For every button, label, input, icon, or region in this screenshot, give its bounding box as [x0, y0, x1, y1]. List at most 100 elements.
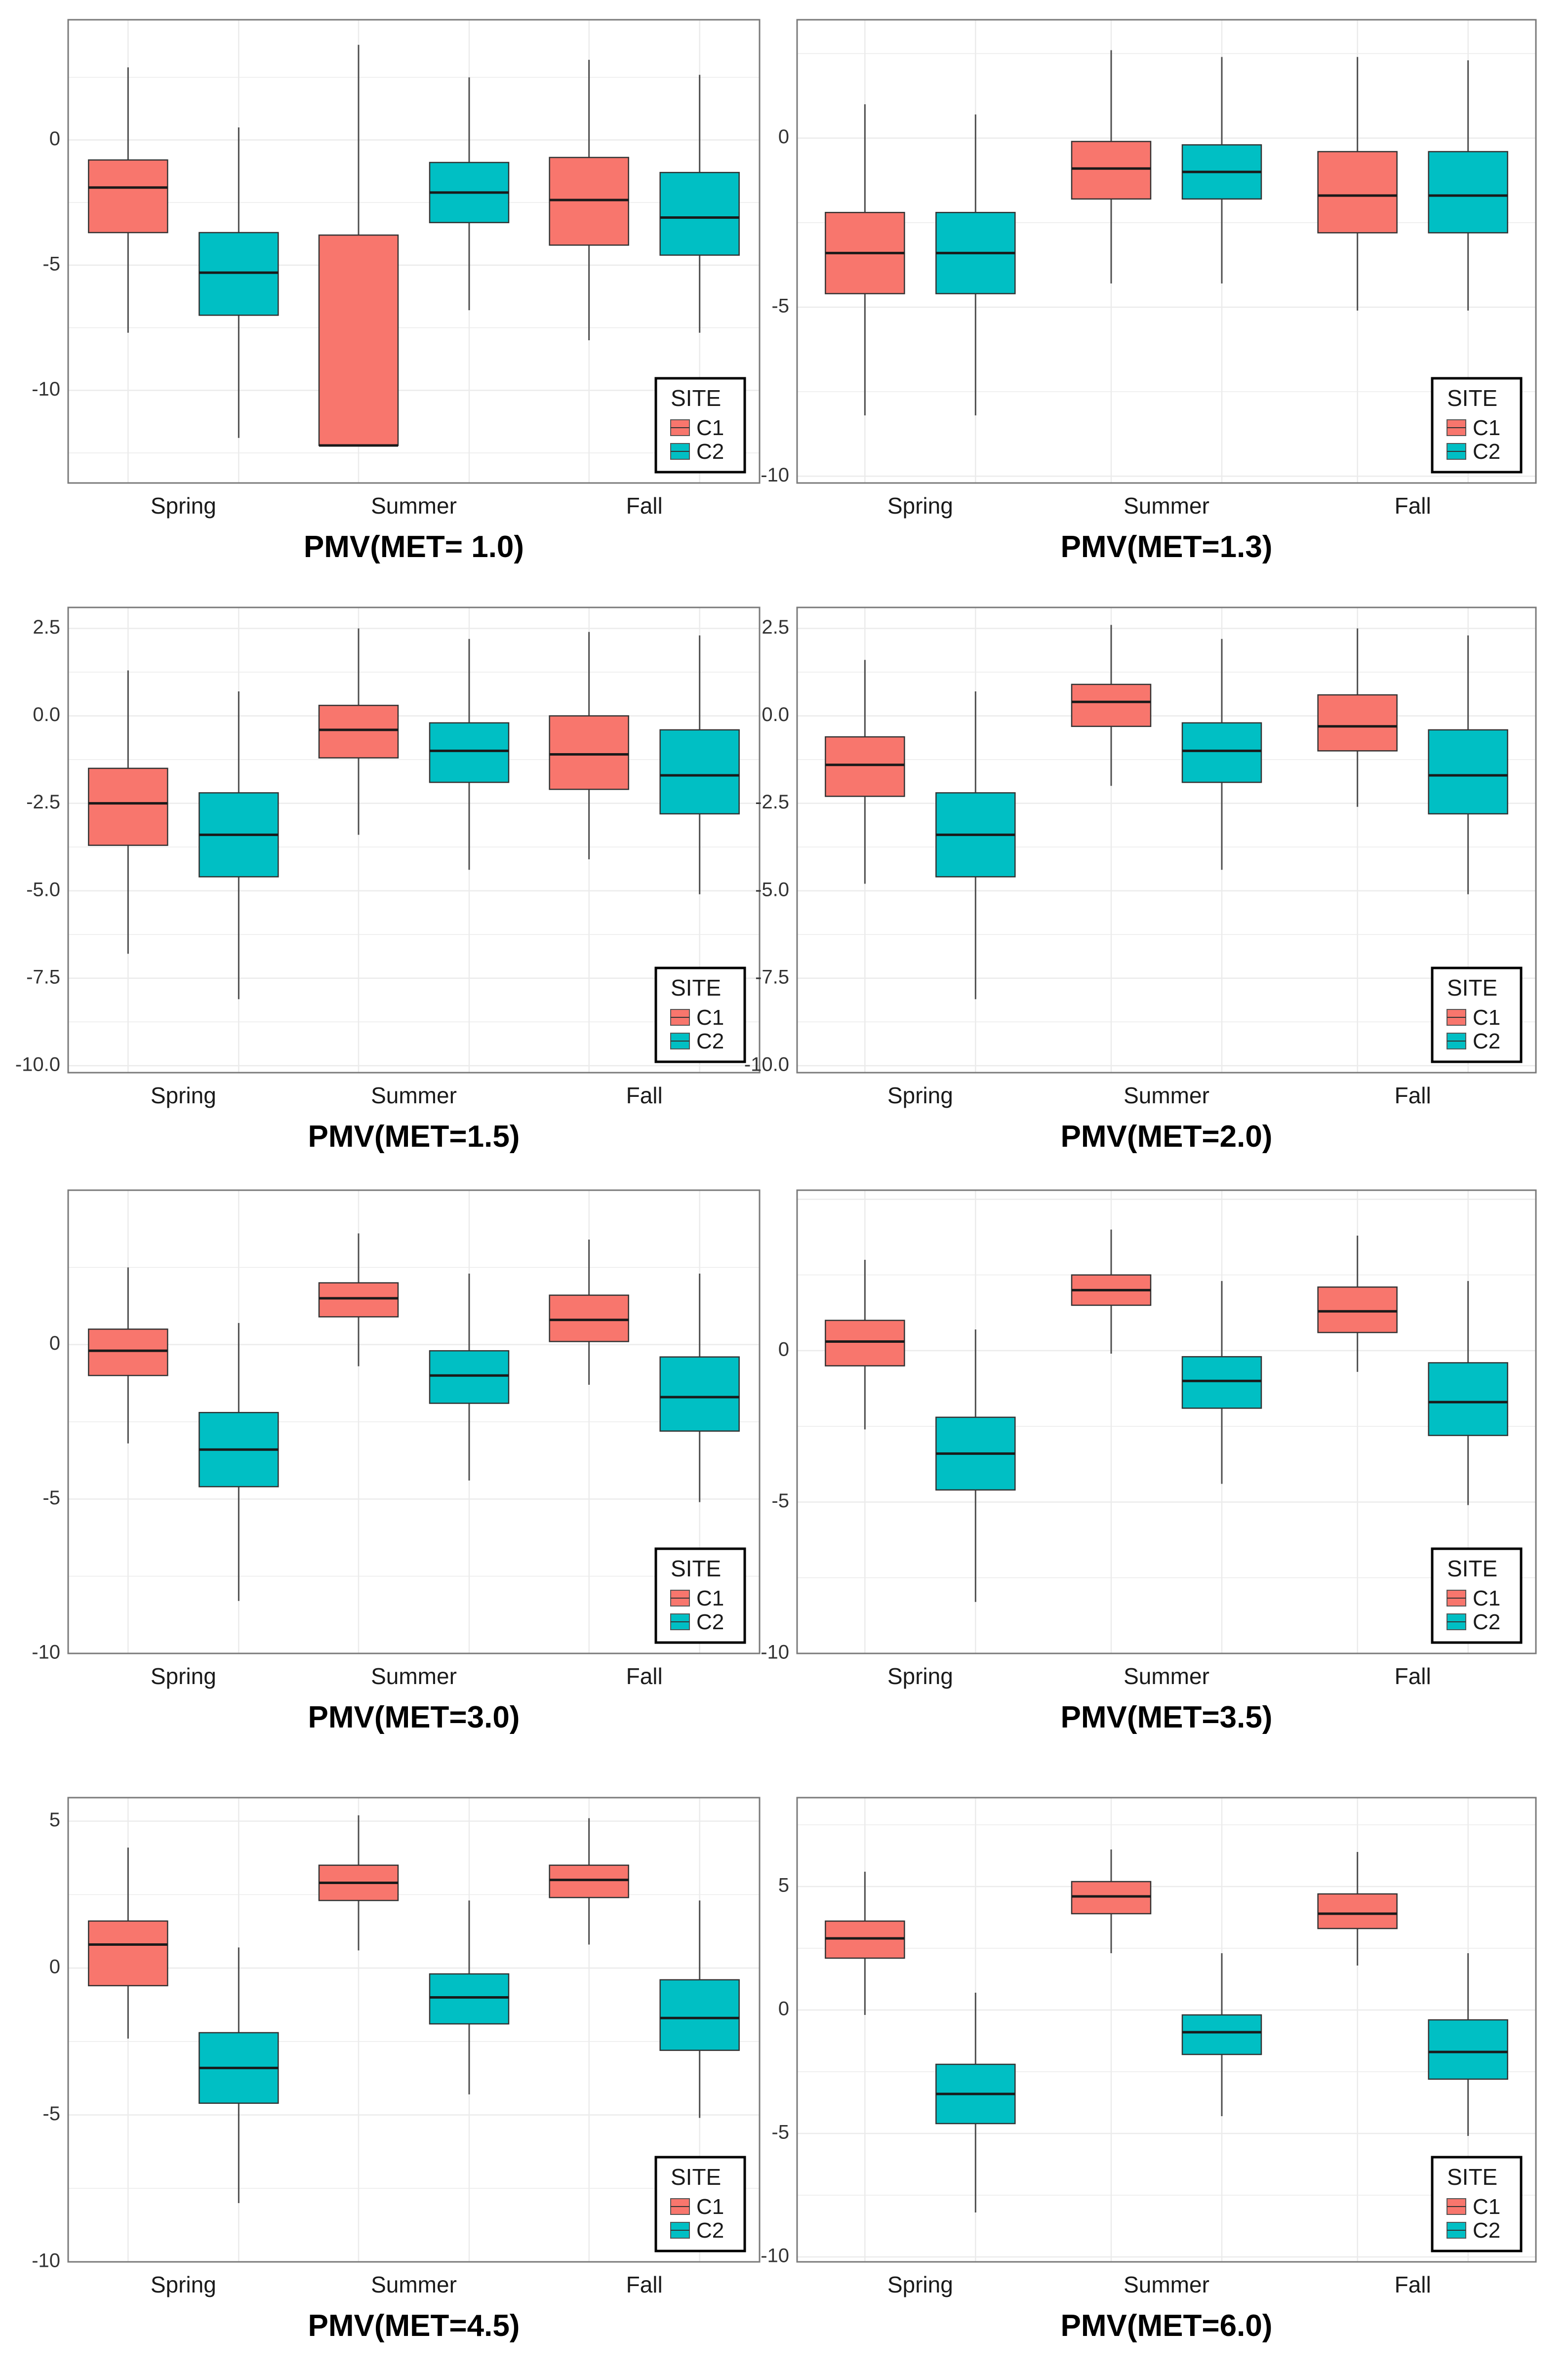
box-iqr: [1428, 729, 1508, 815]
box-C2-Spring: [935, 1993, 1016, 2212]
panel-title: PMV(MET=3.0): [308, 1700, 520, 1734]
y-tick-label: -10: [761, 2245, 789, 2267]
panel-2-frame: [796, 19, 1537, 484]
box-C1-Spring: [88, 67, 168, 333]
panel-5: 0 -5 -10 Spring Summer Fall PMV(MET=3.0) SITE C1…: [32, 1189, 761, 1734]
box-C2-Spring: [199, 691, 279, 1000]
panel-title: PMV(MET=1.5): [308, 1120, 520, 1154]
box-iqr: [88, 1328, 168, 1376]
box-C2-Spring: [199, 1947, 279, 2204]
legend-label-C1: C1: [696, 416, 724, 440]
box-C2-Summer: [429, 1273, 510, 1481]
y-tick-label: -10: [32, 1642, 60, 1663]
x-tick-label: Fall: [1395, 1083, 1431, 1108]
box-C2-Spring: [199, 127, 279, 438]
x-tick-label: Spring: [151, 493, 216, 519]
panel-8-frame: [796, 1797, 1537, 2263]
x-tick-label: Spring: [887, 2272, 953, 2297]
box-C1-Summer: [1071, 625, 1152, 786]
box-iqr: [659, 729, 740, 815]
box-C2-Summer: [429, 639, 510, 870]
x-tick-label: Spring: [151, 1663, 216, 1689]
legend-title: SITE: [671, 975, 721, 1001]
box-iqr: [318, 234, 399, 446]
box-C1-Spring: [825, 104, 905, 416]
box-C2-Summer: [1181, 57, 1262, 284]
y-tick-label: -5: [771, 295, 789, 317]
panel-title: PMV(MET=6.0): [1061, 2309, 1273, 2343]
x-tick-label: Spring: [887, 493, 953, 519]
y-tick-label: -10: [32, 2250, 60, 2272]
legend-title: SITE: [1447, 975, 1497, 1001]
box-C2-Fall: [659, 1900, 740, 2118]
legend-title: SITE: [1447, 1556, 1497, 1581]
panel-6-plot-area: [797, 1190, 1536, 1653]
x-tick-label: Summer: [1124, 1083, 1209, 1108]
box-C1-Spring: [825, 660, 905, 884]
panel-title: PMV(MET=4.5): [308, 2309, 520, 2343]
box-C1-Summer: [318, 1233, 399, 1366]
box-iqr: [549, 157, 629, 246]
legend-label-C2: C2: [696, 440, 724, 464]
y-tick-label: 2.5: [762, 616, 789, 638]
panel-8-plot-area: [797, 1798, 1536, 2262]
y-tick-label: -5.0: [26, 879, 60, 900]
legend-label-C2: C2: [696, 1610, 724, 1634]
legend-label-C1: C1: [696, 1005, 724, 1030]
box-iqr: [659, 1356, 740, 1432]
y-tick-label: -10: [761, 464, 789, 486]
box-C1-Summer: [318, 44, 399, 447]
box-C2-Spring: [935, 1329, 1016, 1602]
box-iqr: [549, 1864, 629, 1898]
legend-label-C1: C1: [1473, 1586, 1500, 1610]
box-C2-Fall: [659, 1273, 740, 1502]
panel-1: 0 -5 -10 Spring Summer Fall PMV(MET= 1.0) SITE C…: [32, 19, 761, 564]
legend-label-C1: C1: [1473, 1005, 1500, 1030]
panel-2-plot-area: [797, 20, 1536, 483]
box-iqr: [1317, 694, 1398, 752]
box-C1-Summer: [318, 628, 399, 835]
panel-title: PMV(MET=2.0): [1061, 1120, 1273, 1154]
box-C2-Summer: [429, 77, 510, 311]
box-C2-Summer: [1181, 1953, 1262, 2116]
legend-label-C2: C2: [1473, 1610, 1500, 1634]
y-tick-label: -5.0: [755, 879, 789, 900]
x-tick-label: Fall: [626, 493, 663, 519]
box-iqr: [549, 715, 629, 790]
box-C1-Summer: [318, 1815, 399, 1951]
legend-title: SITE: [1447, 385, 1497, 411]
box-C1-Fall: [1317, 1852, 1398, 1966]
legend-label-C2: C2: [1473, 2218, 1500, 2243]
legend-label-C1: C1: [696, 1586, 724, 1610]
box-iqr: [1428, 2019, 1508, 2080]
panel-3: 2.5 0.0 -2.5 -5.0 -7.5 -10.0 Spring Summer Fall P…: [15, 606, 761, 1154]
x-tick-label: Summer: [1124, 2272, 1209, 2297]
box-iqr: [825, 1320, 905, 1366]
legend-title: SITE: [671, 2164, 721, 2190]
box-iqr: [1181, 2014, 1262, 2055]
box-C2-Spring: [935, 691, 1016, 1000]
y-tick-label: -10.0: [744, 1053, 789, 1075]
x-tick-label: Fall: [1395, 1663, 1431, 1689]
box-iqr: [429, 1973, 510, 2025]
box-C2-Fall: [1428, 1953, 1508, 2136]
box-iqr: [1317, 1286, 1398, 1333]
legend-label-C1: C1: [696, 2195, 724, 2219]
y-tick-label: -10.0: [15, 1053, 60, 1075]
box-iqr: [1317, 1893, 1398, 1929]
x-tick-label: Spring: [887, 1083, 953, 1108]
panel-7: 5 0 -5 -10 Spring Summer Fall PMV(MET=4.5) SITE C…: [32, 1797, 761, 2343]
panel-4-plot-area: [797, 607, 1536, 1073]
box-iqr: [1071, 683, 1152, 727]
panel-8: 5 0 -5 -10 Spring Summer Fall PMV(MET=6.0) SITE C…: [761, 1797, 1537, 2343]
y-tick-label: -5: [42, 1487, 60, 1509]
x-tick-label: Fall: [626, 1663, 663, 1689]
panel-4-frame: [796, 606, 1537, 1074]
panel-3-frame: [67, 606, 761, 1074]
panel-title: PMV(MET=3.5): [1061, 1700, 1273, 1734]
